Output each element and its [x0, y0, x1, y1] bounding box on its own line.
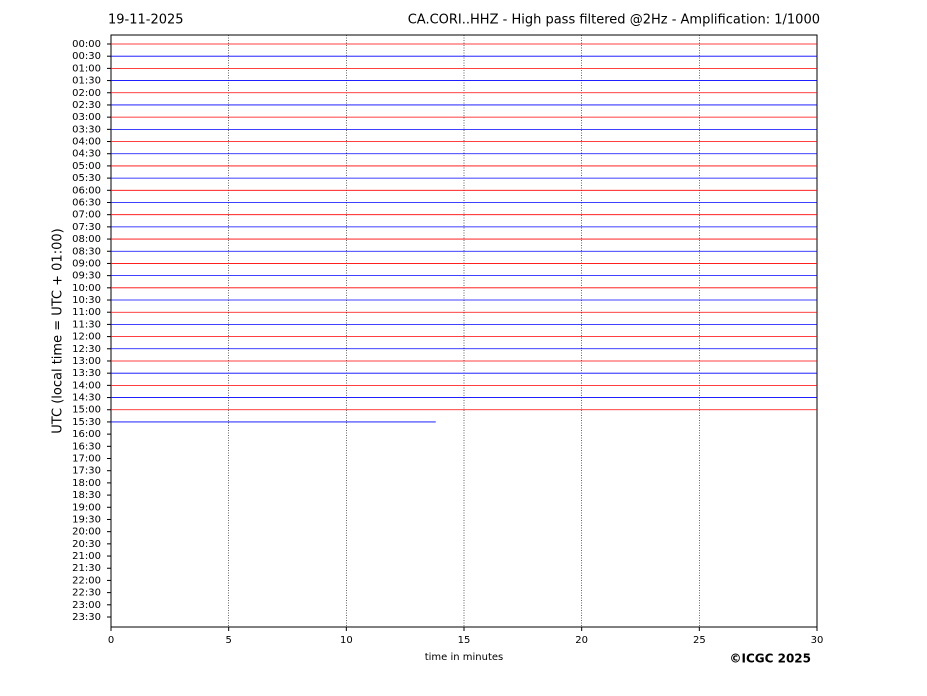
y-tick-label: 18:00: [72, 478, 101, 489]
y-axis-label: UTC (local time = UTC + 01:00): [51, 228, 66, 433]
y-tick-label: 00:30: [72, 51, 101, 62]
y-tick-label: 01:30: [72, 76, 101, 87]
y-tick-label: 20:00: [72, 527, 101, 538]
y-tick-label: 20:30: [72, 539, 101, 550]
x-tick-label: 15: [458, 635, 471, 646]
y-tick-label: 18:30: [72, 490, 101, 501]
y-tick-label: 03:30: [72, 124, 101, 135]
y-tick-label: 16:00: [72, 429, 101, 440]
y-tick-label: 08:00: [72, 234, 101, 245]
y-tick-label: 17:00: [72, 454, 101, 465]
chart-title: CA.CORI..HHZ - High pass filtered @2Hz -…: [408, 13, 820, 28]
chart-date: 19-11-2025: [108, 13, 184, 28]
y-tick-label: 19:30: [72, 514, 101, 525]
y-tick-label: 21:00: [72, 551, 101, 562]
y-tick-label: 16:30: [72, 441, 101, 452]
x-tick-label: 5: [225, 635, 231, 646]
y-tick-label: 11:30: [72, 319, 101, 330]
y-tick-label: 02:00: [72, 88, 101, 99]
y-tick-label: 15:30: [72, 417, 101, 428]
y-tick-label: 01:00: [72, 63, 101, 74]
y-tick-label: 10:30: [72, 295, 101, 306]
y-tick-label: 22:00: [72, 575, 101, 586]
y-tick-label: 06:30: [72, 197, 101, 208]
y-tick-label: 15:00: [72, 405, 101, 416]
y-tick-label: 12:00: [72, 332, 101, 343]
y-tick-label: 07:00: [72, 210, 101, 221]
x-tick-label: 20: [575, 635, 588, 646]
y-tick-label: 13:30: [72, 368, 101, 379]
y-tick-label: 21:30: [72, 563, 101, 574]
y-tick-label: 00:00: [72, 39, 101, 50]
y-tick-label: 12:30: [72, 344, 101, 355]
y-tick-label: 09:00: [72, 258, 101, 269]
y-tick-label: 23:00: [72, 600, 101, 611]
y-tick-label: 13:00: [72, 356, 101, 367]
y-tick-label: 02:30: [72, 100, 101, 111]
y-tick-label: 08:30: [72, 246, 101, 257]
x-axis-label: time in minutes: [425, 652, 504, 663]
y-tick-label: 11:00: [72, 307, 101, 318]
y-tick-label: 23:30: [72, 612, 101, 623]
y-tick-label: 03:00: [72, 112, 101, 123]
y-tick-label: 14:00: [72, 380, 101, 391]
y-tick-label: 04:30: [72, 149, 101, 160]
y-tick-label: 06:00: [72, 185, 101, 196]
y-tick-label: 04:00: [72, 137, 101, 148]
x-tick-label: 30: [811, 635, 824, 646]
y-tick-label: 05:30: [72, 173, 101, 184]
x-tick-label: 0: [108, 635, 114, 646]
y-tick-label: 05:00: [72, 161, 101, 172]
y-tick-label: 07:30: [72, 222, 101, 233]
y-tick-label: 09:30: [72, 271, 101, 282]
credit: ©ICGC 2025: [729, 652, 811, 666]
y-tick-label: 22:30: [72, 588, 101, 599]
y-tick-label: 19:00: [72, 502, 101, 513]
y-tick-label: 17:30: [72, 466, 101, 477]
y-tick-label: 10:00: [72, 283, 101, 294]
x-tick-label: 10: [340, 635, 353, 646]
y-tick-label: 14:30: [72, 393, 101, 404]
x-tick-label: 25: [693, 635, 706, 646]
